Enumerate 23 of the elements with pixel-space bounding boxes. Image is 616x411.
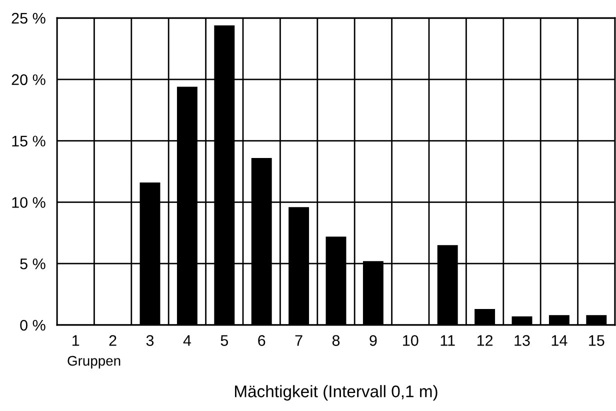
y-tick-label: 0 %: [20, 320, 46, 331]
x-tick-label: 14: [552, 335, 568, 346]
y-tick-label: 20 %: [12, 74, 46, 86]
x-tick-label: 5: [220, 335, 228, 346]
x-axis-title: Mächtigkeit (Intervall 0,1 m): [235, 385, 438, 401]
x-tick-label: 12: [477, 335, 493, 346]
y-tick-label: 5 %: [20, 258, 46, 270]
x-tick-label: 6: [258, 335, 266, 346]
x-tick-label: 2: [109, 335, 116, 346]
y-tick-label: 25 %: [12, 12, 46, 24]
x-tick-label: 3: [146, 335, 154, 346]
x-tick-label: 11: [440, 335, 455, 346]
x-tick-label: 9: [370, 335, 377, 346]
x-tick-label: 4: [183, 335, 191, 346]
text: Gruppen: [68, 356, 120, 368]
x-tick-label: 8: [332, 335, 340, 346]
y-tick-label: 15 %: [12, 136, 46, 146]
x-tick-label: 1: [72, 335, 80, 346]
x-tick-label: 10: [403, 335, 418, 346]
y-tick-label: 10 %: [12, 197, 46, 208]
x-tick-label: 7: [295, 335, 302, 346]
x-tick-label: 15: [589, 335, 604, 346]
x-tick-label: 13: [514, 335, 530, 346]
